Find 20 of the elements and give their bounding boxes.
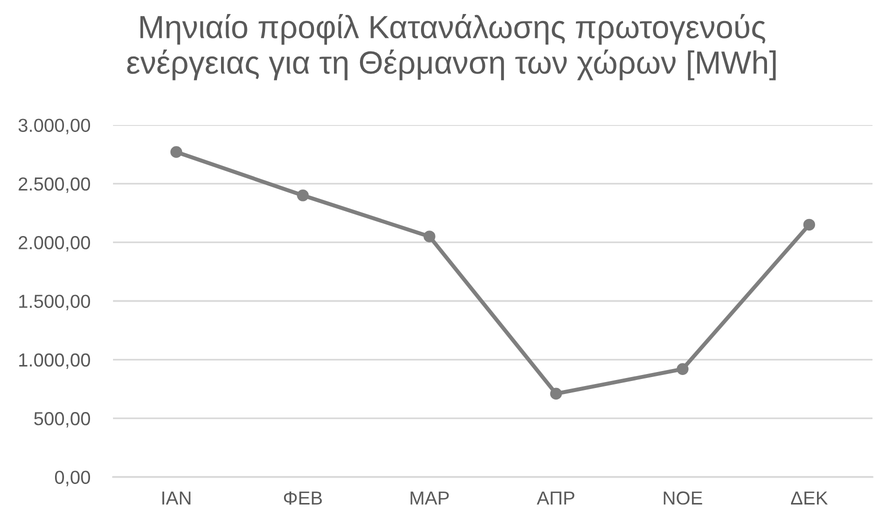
y-tick-label: 1.000,00 [19,353,90,369]
chart-title: Μηνιαίο προφίλ Κατανάλωσης πρωτογενούς ενέργειας για τη Θέρμανση των χώρων [MWh] [127,14,776,80]
y-tick-label: 500,00 [34,412,90,428]
x-tick-label: ΝΟΕ [664,491,702,505]
point [676,363,689,375]
x-tick-label: ΑΠΡ [536,492,574,504]
y-tick-label: 2.500,00 [18,177,90,193]
x-tick-label: ΔΕΚ [790,492,828,504]
x-tick-label: ΙΑΝ [162,492,190,504]
x-tick-label: ΜΑΡ [410,492,449,504]
y-tick-label: 3.000,00 [18,118,90,134]
y-tick-label: 2.000,00 [18,236,90,252]
point [803,218,816,231]
x-tick-label: ΦΕΒ [284,491,322,505]
point [424,230,436,242]
point [170,146,182,158]
point [296,189,309,202]
y-tick-label: 0,00 [55,470,90,486]
point [550,388,562,400]
y-tick-label: 1.500,00 [19,294,90,310]
